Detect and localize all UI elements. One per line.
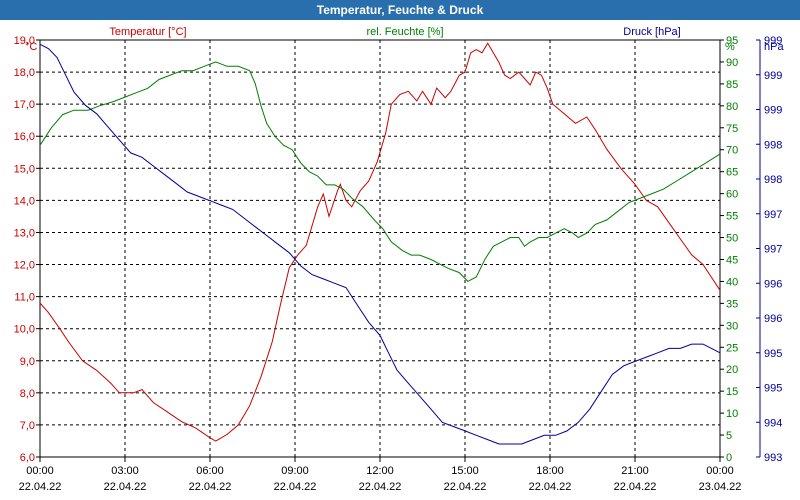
y-tick-label-humidity: 80 xyxy=(726,101,738,113)
y-tick-label-humidity: 15 xyxy=(726,386,738,398)
y-tick-label-humidity: 95 xyxy=(726,35,738,47)
y-tick-label-humidity: 45 xyxy=(726,254,738,266)
y-tick-label-humidity: 40 xyxy=(726,276,738,288)
series-line-temperature xyxy=(39,42,721,442)
series-label-humidity: rel. Feuchte [%] xyxy=(366,26,443,38)
y-tick-label-temperature: 6,0 xyxy=(20,452,35,464)
y-tick-label-humidity: 90 xyxy=(726,57,738,69)
x-tick-time: 15:00 xyxy=(451,465,479,477)
y-tick-label-temperature: 13,0 xyxy=(14,227,35,239)
axis-unit-pressure: hPa xyxy=(764,41,784,53)
x-tick-date: 22.04.22 xyxy=(614,481,657,493)
x-tick-time: 03:00 xyxy=(111,465,139,477)
x-tick-time: 00:00 xyxy=(706,465,734,477)
y-tick-label-pressure: 999 xyxy=(764,35,782,47)
x-tick-time: 18:00 xyxy=(536,465,564,477)
chart-axes xyxy=(36,39,761,462)
y-tick-label-pressure: 995 xyxy=(764,383,782,395)
y-tick-label-temperature: 10,0 xyxy=(14,324,35,336)
y-tick-label-temperature: 12,0 xyxy=(14,260,35,272)
y-tick-label-humidity: 85 xyxy=(726,79,738,91)
chart-lines xyxy=(39,42,721,445)
y-tick-label-pressure: 993 xyxy=(764,452,782,464)
window-title: Temperatur, Feuchte & Druck xyxy=(0,0,800,20)
chart: 00:00 22.04.22 03:00 22.04.22 06:00 22.04.22 0… xyxy=(14,26,785,493)
axis-unit-temperature: °C xyxy=(25,41,37,53)
x-tick-date: 22.04.22 xyxy=(19,481,62,493)
x-tick-time: 09:00 xyxy=(281,465,309,477)
y-tick-label-humidity: 55 xyxy=(726,211,738,223)
y-tick-label-temperature: 9,0 xyxy=(20,356,35,368)
y-tick-label-pressure: 995 xyxy=(764,348,782,360)
y-tick-label-temperature: 15,0 xyxy=(14,163,35,175)
y-tick-label-pressure: 998 xyxy=(764,139,782,151)
y-tick-label-temperature: 16,0 xyxy=(14,131,35,143)
x-tick-date: 23.04.22 xyxy=(699,481,742,493)
y-tick-label-humidity: 65 xyxy=(726,167,738,179)
x-tick-date: 22.04.22 xyxy=(359,481,402,493)
y-tick-label-pressure: 994 xyxy=(764,417,782,429)
x-tick-time: 12:00 xyxy=(366,465,394,477)
axis-unit-humidity: % xyxy=(725,41,735,53)
x-tick-date: 22.04.22 xyxy=(104,481,147,493)
y-tick-label-temperature: 19,0 xyxy=(14,35,35,47)
series-line-humidity xyxy=(39,61,721,283)
x-tick-date: 22.04.22 xyxy=(274,481,317,493)
y-tick-label-pressure: 997 xyxy=(764,209,782,221)
x-tick-date: 22.04.22 xyxy=(529,481,572,493)
y-tick-label-humidity: 5 xyxy=(726,430,732,442)
y-tick-label-humidity: 30 xyxy=(726,320,738,332)
y-tick-label-pressure: 996 xyxy=(764,278,782,290)
y-tick-label-humidity: 75 xyxy=(726,123,738,135)
y-tick-label-humidity: 20 xyxy=(726,364,738,376)
y-tick-label-pressure: 999 xyxy=(764,70,782,82)
y-tick-label-pressure: 999 xyxy=(764,105,782,117)
y-tick-label-temperature: 18,0 xyxy=(14,67,35,79)
y-tick-label-temperature: 8,0 xyxy=(20,388,35,400)
y-tick-label-pressure: 998 xyxy=(764,174,782,186)
x-tick-time: 00:00 xyxy=(26,465,54,477)
y-tick-label-humidity: 50 xyxy=(726,233,738,245)
y-tick-label-temperature: 11,0 xyxy=(14,292,35,304)
series-line-pressure xyxy=(39,43,721,445)
y-tick-label-humidity: 25 xyxy=(726,342,738,354)
x-tick-date: 22.04.22 xyxy=(444,481,487,493)
chart-grid xyxy=(40,40,720,457)
y-tick-label-humidity: 35 xyxy=(726,298,738,310)
y-tick-label-humidity: 10 xyxy=(726,408,738,420)
x-tick-time: 06:00 xyxy=(196,465,224,477)
y-tick-label-humidity: 70 xyxy=(726,145,738,157)
series-label-pressure: Druck [hPa] xyxy=(623,26,680,38)
chart-labels: 00:00 22.04.22 03:00 22.04.22 06:00 22.04.22 0… xyxy=(14,26,785,493)
series-label-temperature: Temperatur [°C] xyxy=(109,26,186,38)
y-tick-label-humidity: 60 xyxy=(726,189,738,201)
y-tick-label-pressure: 997 xyxy=(764,244,782,256)
y-tick-label-temperature: 14,0 xyxy=(14,195,35,207)
y-tick-label-temperature: 7,0 xyxy=(20,420,35,432)
y-tick-label-pressure: 996 xyxy=(764,313,782,325)
x-tick-time: 21:00 xyxy=(621,465,649,477)
y-tick-label-humidity: 0 xyxy=(726,452,732,464)
y-tick-label-temperature: 17,0 xyxy=(14,99,35,111)
x-tick-date: 22.04.22 xyxy=(189,481,232,493)
